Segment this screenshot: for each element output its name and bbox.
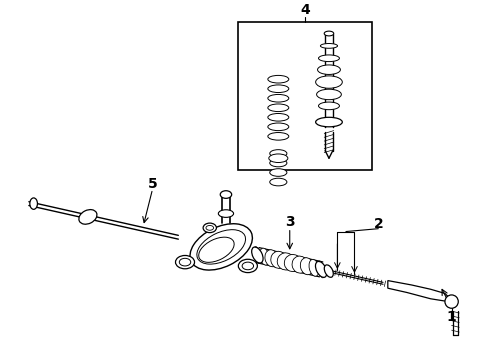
Ellipse shape <box>318 102 340 110</box>
Ellipse shape <box>320 44 338 48</box>
Ellipse shape <box>324 31 334 36</box>
Ellipse shape <box>197 230 245 264</box>
Ellipse shape <box>318 55 340 62</box>
Ellipse shape <box>199 237 234 262</box>
Text: 3: 3 <box>285 215 294 229</box>
Ellipse shape <box>79 210 97 224</box>
Bar <box>238 22 371 170</box>
Ellipse shape <box>268 132 289 140</box>
Ellipse shape <box>254 247 261 264</box>
Ellipse shape <box>219 210 234 217</box>
Text: 4: 4 <box>300 3 310 17</box>
Ellipse shape <box>309 259 319 276</box>
Ellipse shape <box>268 123 289 131</box>
Polygon shape <box>388 280 450 301</box>
Ellipse shape <box>270 178 287 186</box>
Ellipse shape <box>269 154 288 162</box>
Ellipse shape <box>270 169 287 176</box>
Ellipse shape <box>268 104 289 112</box>
Text: 5: 5 <box>148 177 157 191</box>
Ellipse shape <box>316 117 343 127</box>
Ellipse shape <box>268 113 289 121</box>
Ellipse shape <box>252 247 263 263</box>
Ellipse shape <box>292 256 308 273</box>
Ellipse shape <box>277 253 294 270</box>
Ellipse shape <box>268 75 289 83</box>
Text: 1: 1 <box>447 310 457 324</box>
Ellipse shape <box>268 85 289 93</box>
Ellipse shape <box>445 295 458 308</box>
Ellipse shape <box>271 251 287 268</box>
Ellipse shape <box>238 259 257 273</box>
Ellipse shape <box>259 248 270 265</box>
Ellipse shape <box>270 159 287 167</box>
Ellipse shape <box>265 250 278 267</box>
Ellipse shape <box>316 261 327 277</box>
Ellipse shape <box>268 94 289 102</box>
Ellipse shape <box>175 256 195 269</box>
Ellipse shape <box>206 225 214 230</box>
Ellipse shape <box>317 89 342 100</box>
Ellipse shape <box>318 65 341 75</box>
Ellipse shape <box>179 258 191 266</box>
Ellipse shape <box>220 191 232 198</box>
Ellipse shape <box>284 255 301 271</box>
Ellipse shape <box>190 224 252 270</box>
Ellipse shape <box>242 262 253 270</box>
Ellipse shape <box>318 261 324 278</box>
Ellipse shape <box>316 76 343 88</box>
Ellipse shape <box>203 223 217 233</box>
Text: 2: 2 <box>373 217 383 231</box>
Ellipse shape <box>300 258 314 275</box>
Ellipse shape <box>270 150 287 157</box>
Ellipse shape <box>324 265 333 277</box>
Ellipse shape <box>30 198 37 209</box>
